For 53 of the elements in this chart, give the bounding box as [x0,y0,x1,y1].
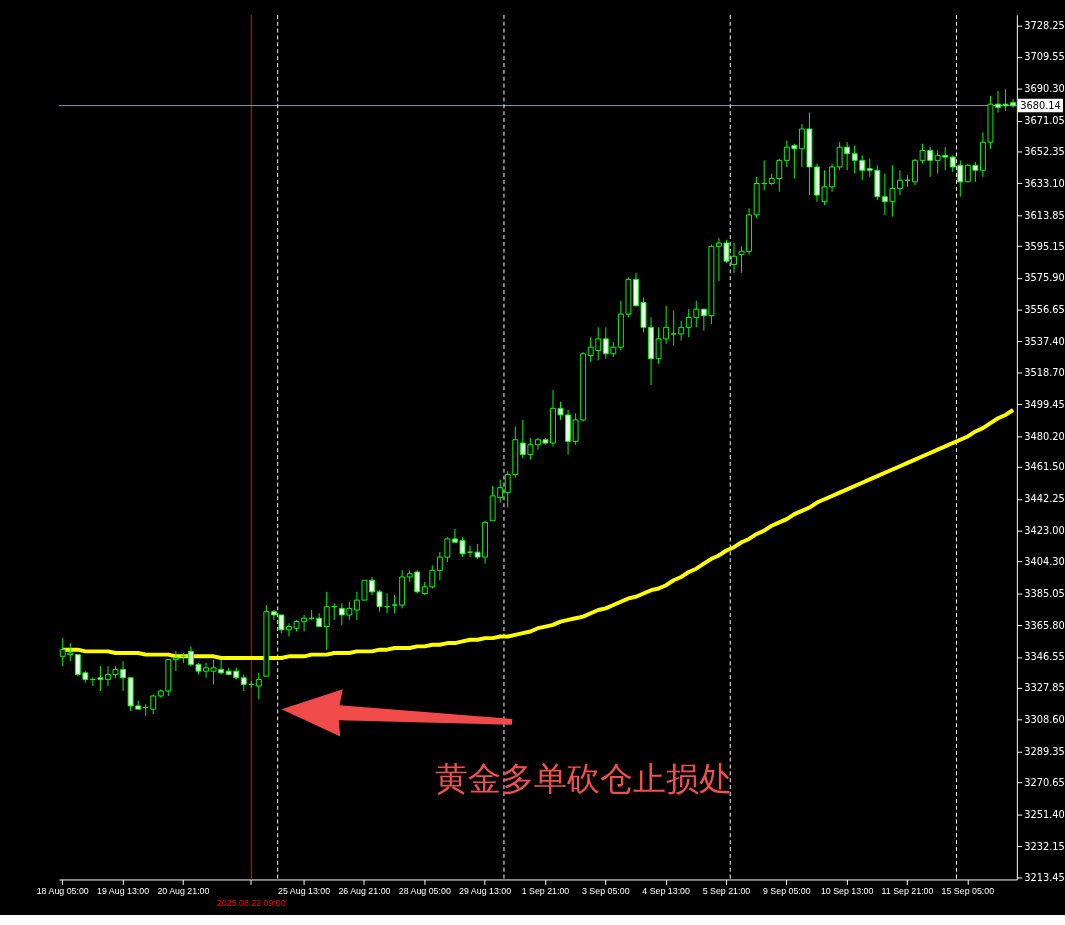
y-tick-label: 3289.35 [1024,746,1065,758]
y-tick-label: 3385.05 [1024,587,1065,599]
y-tick-label: 3308.60 [1024,714,1065,726]
y-tick-label: 3270.65 [1024,776,1065,788]
x-tick-label: 2025.08.22 09:00 [216,897,286,908]
y-tick-label: 3213.45 [1024,871,1065,883]
candlestick [323,591,330,651]
candlestick [391,594,398,614]
candlestick [678,320,685,342]
x-tick-label: 5 Sep 21:00 [702,885,751,896]
y-tick-label: 3690.30 [1024,83,1065,95]
x-tick-label: 10 Sep 13:00 [820,885,874,896]
x-tick-label: 29 Aug 13:00 [459,885,512,896]
y-tick-label: 3709.55 [1024,51,1065,63]
y-tick-label: 3251.40 [1024,808,1065,820]
y-tick-label: 3480.20 [1024,430,1065,442]
x-tick-label: 20 Aug 21:00 [157,885,210,896]
y-tick-label: 3575.90 [1024,272,1065,284]
x-tick-label: 11 Sep 21:00 [881,885,934,896]
x-tick-label: 18 Aug 05:00 [36,885,89,896]
y-tick-label: 3327.85 [1024,682,1065,694]
candlestick [150,693,157,715]
y-tick-label: 3613.85 [1024,209,1065,221]
y-tick-label: 3537.40 [1024,335,1065,347]
candlestick [670,310,677,347]
y-tick-label: 3442.25 [1024,493,1065,505]
x-tick-label: 3 Sep 05:00 [581,885,630,896]
x-tick-label: 15 Sep 05:00 [941,885,995,896]
annotation: 黄金多单砍仓止损处 [435,758,733,798]
y-tick-label: 3671.05 [1024,115,1065,127]
x-tick-label: 1 Sep 21:00 [521,885,570,896]
ref-line-label: 3680.14 [1020,99,1061,111]
x-tick-label: 26 Aug 21:00 [338,885,391,896]
y-tick-label: 3518.70 [1024,366,1065,378]
y-tick-label: 3633.10 [1024,177,1065,189]
y-tick-label: 3461.50 [1024,461,1065,473]
y-tick-label: 3346.55 [1024,651,1065,663]
x-tick-label: 4 Sep 13:00 [642,885,691,896]
y-tick-label: 3652.35 [1024,145,1065,157]
candlestick [255,672,262,700]
x-tick-label: 9 Sep 05:00 [763,885,811,896]
y-tick-label: 3499.45 [1024,398,1065,410]
y-tick-label: 3728.25 [1024,20,1065,32]
x-tick-label: 28 Aug 05:00 [398,885,451,896]
y-tick-label: 3556.65 [1024,304,1065,316]
y-tick-label: 3365.80 [1024,619,1065,631]
x-tick-label: 19 Aug 13:00 [97,885,150,896]
candlestick [172,650,179,672]
x-tick-label: 25 Aug 13:00 [278,885,331,896]
y-tick-label: 3404.30 [1024,556,1065,568]
y-tick-label: 3232.15 [1024,840,1065,852]
y-tick-label: 3423.00 [1024,525,1065,537]
y-tick-label: 3595.15 [1024,240,1065,252]
